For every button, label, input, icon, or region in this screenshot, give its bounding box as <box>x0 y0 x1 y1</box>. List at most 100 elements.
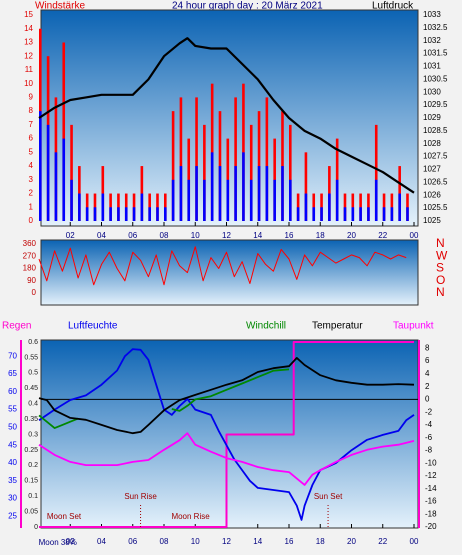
y-tick-label: 7 <box>29 120 34 129</box>
wind-bar <box>265 166 269 221</box>
direction-label: S <box>436 261 444 275</box>
humidity-tick-label: 55 <box>8 405 17 414</box>
y2-tick-label: 1028 <box>423 139 441 148</box>
x-tick-label: 22 <box>378 231 387 240</box>
temperature-tick-label: -20 <box>425 522 437 531</box>
x-tick-label: 04 <box>97 231 106 240</box>
y-tick-label: 5 <box>29 147 34 156</box>
temperature-tick-label: -14 <box>425 484 437 493</box>
wind-bar <box>210 152 214 221</box>
temperature-tick-label: 8 <box>425 343 430 352</box>
x-tick-label: 02 <box>66 537 75 546</box>
wind-bar <box>179 166 183 221</box>
x-tick-label: 22 <box>378 537 387 546</box>
series-line <box>38 348 415 521</box>
annotation: Moon 38% <box>39 538 77 547</box>
rain-tick-label: 0.55 <box>24 354 38 361</box>
wind-bar <box>203 179 206 221</box>
wind-bar <box>109 207 112 221</box>
wind-bar <box>304 152 308 221</box>
rain-tick-label: 0.3 <box>28 431 38 438</box>
x-tick-label: 06 <box>128 537 137 546</box>
legend-label: Temperatur <box>312 321 363 332</box>
wind-bar <box>312 207 316 221</box>
wind-bar <box>374 124 378 221</box>
wind-bar <box>335 179 339 221</box>
wind-bar <box>265 97 269 221</box>
wind-bar <box>101 193 105 221</box>
wind-bar <box>320 207 323 221</box>
rain-tick-label: 0.2 <box>28 462 38 469</box>
series-line <box>38 357 415 435</box>
wind-bar <box>195 166 198 221</box>
wind-bar <box>382 207 386 221</box>
y2-tick-label: 1033 <box>423 10 441 19</box>
x-tick-label: 08 <box>160 231 169 240</box>
rain-tick-label: 0 <box>34 524 38 531</box>
wind-bar <box>281 166 284 221</box>
y-tick-label: 1 <box>29 202 34 211</box>
x-tick-label: 16 <box>285 231 294 240</box>
x-tick-label: 18 <box>316 231 325 240</box>
pressure-line <box>38 37 415 194</box>
wind-bar <box>257 166 261 221</box>
humidity-tick-label: 40 <box>8 458 17 467</box>
rain-tick-label: 0.35 <box>24 416 38 423</box>
wind-bar <box>62 42 66 221</box>
x-tick-label: 00 <box>410 537 419 546</box>
wind-bar <box>78 193 81 221</box>
temperature-tick-label: 6 <box>425 356 430 365</box>
temperature-tick-label: -8 <box>425 446 433 455</box>
x-tick-label: 10 <box>191 231 200 240</box>
direction-label: N <box>436 236 445 250</box>
x-tick-label: 12 <box>222 231 231 240</box>
x-tick-label: 00 <box>410 231 419 240</box>
humidity-tick-label: 60 <box>8 387 17 396</box>
y-tick-label: 2 <box>29 189 34 198</box>
wind-bar <box>46 124 50 221</box>
wind-bar <box>359 207 362 221</box>
y-tick-label: 10 <box>24 79 33 88</box>
annotation: Sun Set <box>314 492 343 501</box>
y-tick-label: 6 <box>29 134 34 143</box>
x-tick-label: 04 <box>97 537 106 546</box>
humidity-tick-label: 45 <box>8 440 17 449</box>
wind-bar <box>218 166 222 221</box>
x-tick-label: 08 <box>160 537 169 546</box>
temperature-tick-label: 0 <box>425 395 430 404</box>
y-tick-label: 12 <box>24 51 33 60</box>
wind-bar <box>195 97 198 221</box>
wind-bar <box>289 179 292 221</box>
y-tick-label: 9 <box>29 93 34 102</box>
y2-tick-label: 1031.5 <box>423 49 448 58</box>
wind-bar <box>124 207 128 221</box>
wind-bar <box>117 207 120 221</box>
wind-bar <box>132 207 136 221</box>
y2-tick-label: 1031 <box>423 62 441 71</box>
wind-bar <box>70 124 73 221</box>
x-tick-label: 14 <box>253 537 262 546</box>
rain-tick-label: 0.25 <box>24 447 38 454</box>
wind-bar <box>296 207 300 221</box>
legend-label: Taupunkt <box>393 321 434 332</box>
y-tick-label: 360 <box>23 239 37 248</box>
wind-bar <box>187 179 191 221</box>
wind-bar <box>54 152 58 221</box>
direction-label: W <box>436 248 448 262</box>
wind-bar <box>234 166 237 221</box>
temperature-tick-label: -16 <box>425 497 437 506</box>
wind-bar <box>367 207 370 221</box>
temperature-tick-label: 4 <box>425 369 430 378</box>
chart-title: 24 hour graph day : 20 März 2021 <box>172 1 323 12</box>
wind-bar <box>249 124 253 221</box>
wind-bar <box>39 111 42 221</box>
temperature-tick-label: -4 <box>425 420 433 429</box>
temperature-tick-label: -10 <box>425 458 437 467</box>
y-tick-label: 11 <box>25 65 34 74</box>
humidity-tick-label: 25 <box>8 511 17 520</box>
rain-tick-label: 0.6 <box>28 339 38 346</box>
x-tick-label: 06 <box>128 231 137 240</box>
wind-bar <box>70 179 73 221</box>
wind-bar <box>179 97 183 221</box>
